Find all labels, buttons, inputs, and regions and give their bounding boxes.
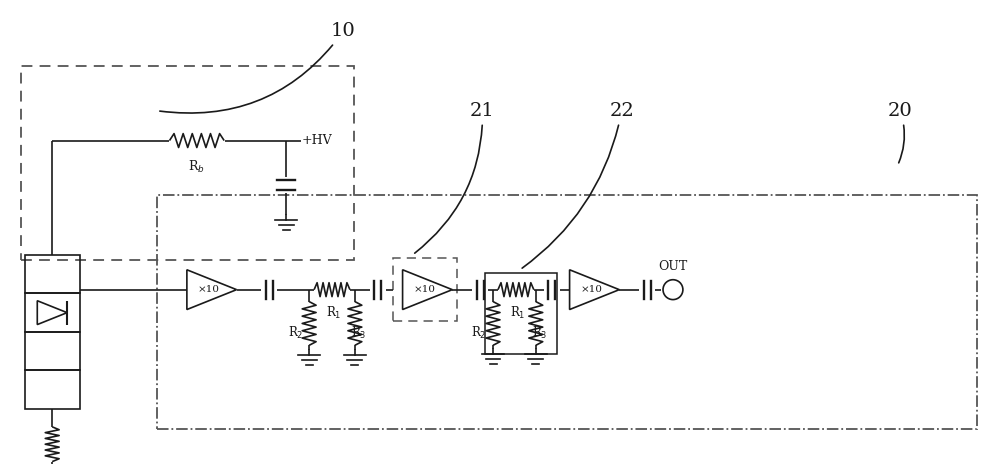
Text: 22: 22 <box>522 102 634 268</box>
Text: R$_3$: R$_3$ <box>532 325 548 340</box>
Text: R$_b$: R$_b$ <box>188 159 205 174</box>
Text: ×10: ×10 <box>413 285 435 294</box>
Bar <box>157 195 977 429</box>
Text: +HV: +HV <box>301 134 332 147</box>
Text: 21: 21 <box>415 102 495 253</box>
Text: ×10: ×10 <box>198 285 220 294</box>
Bar <box>25 332 80 371</box>
Text: R$_2$: R$_2$ <box>288 325 303 340</box>
Bar <box>25 293 80 332</box>
Text: R$_1$: R$_1$ <box>510 305 526 321</box>
Text: ×10: ×10 <box>580 285 602 294</box>
Text: R$_2$: R$_2$ <box>471 325 487 340</box>
Bar <box>25 255 80 293</box>
Text: R$_3$: R$_3$ <box>351 325 367 340</box>
Text: 20: 20 <box>888 102 912 163</box>
Bar <box>25 371 80 409</box>
Text: 10: 10 <box>160 22 356 113</box>
Bar <box>21 66 354 260</box>
Bar <box>485 273 557 354</box>
Bar <box>393 258 457 321</box>
Text: R$_1$: R$_1$ <box>326 305 342 321</box>
Text: OUT: OUT <box>658 260 688 273</box>
